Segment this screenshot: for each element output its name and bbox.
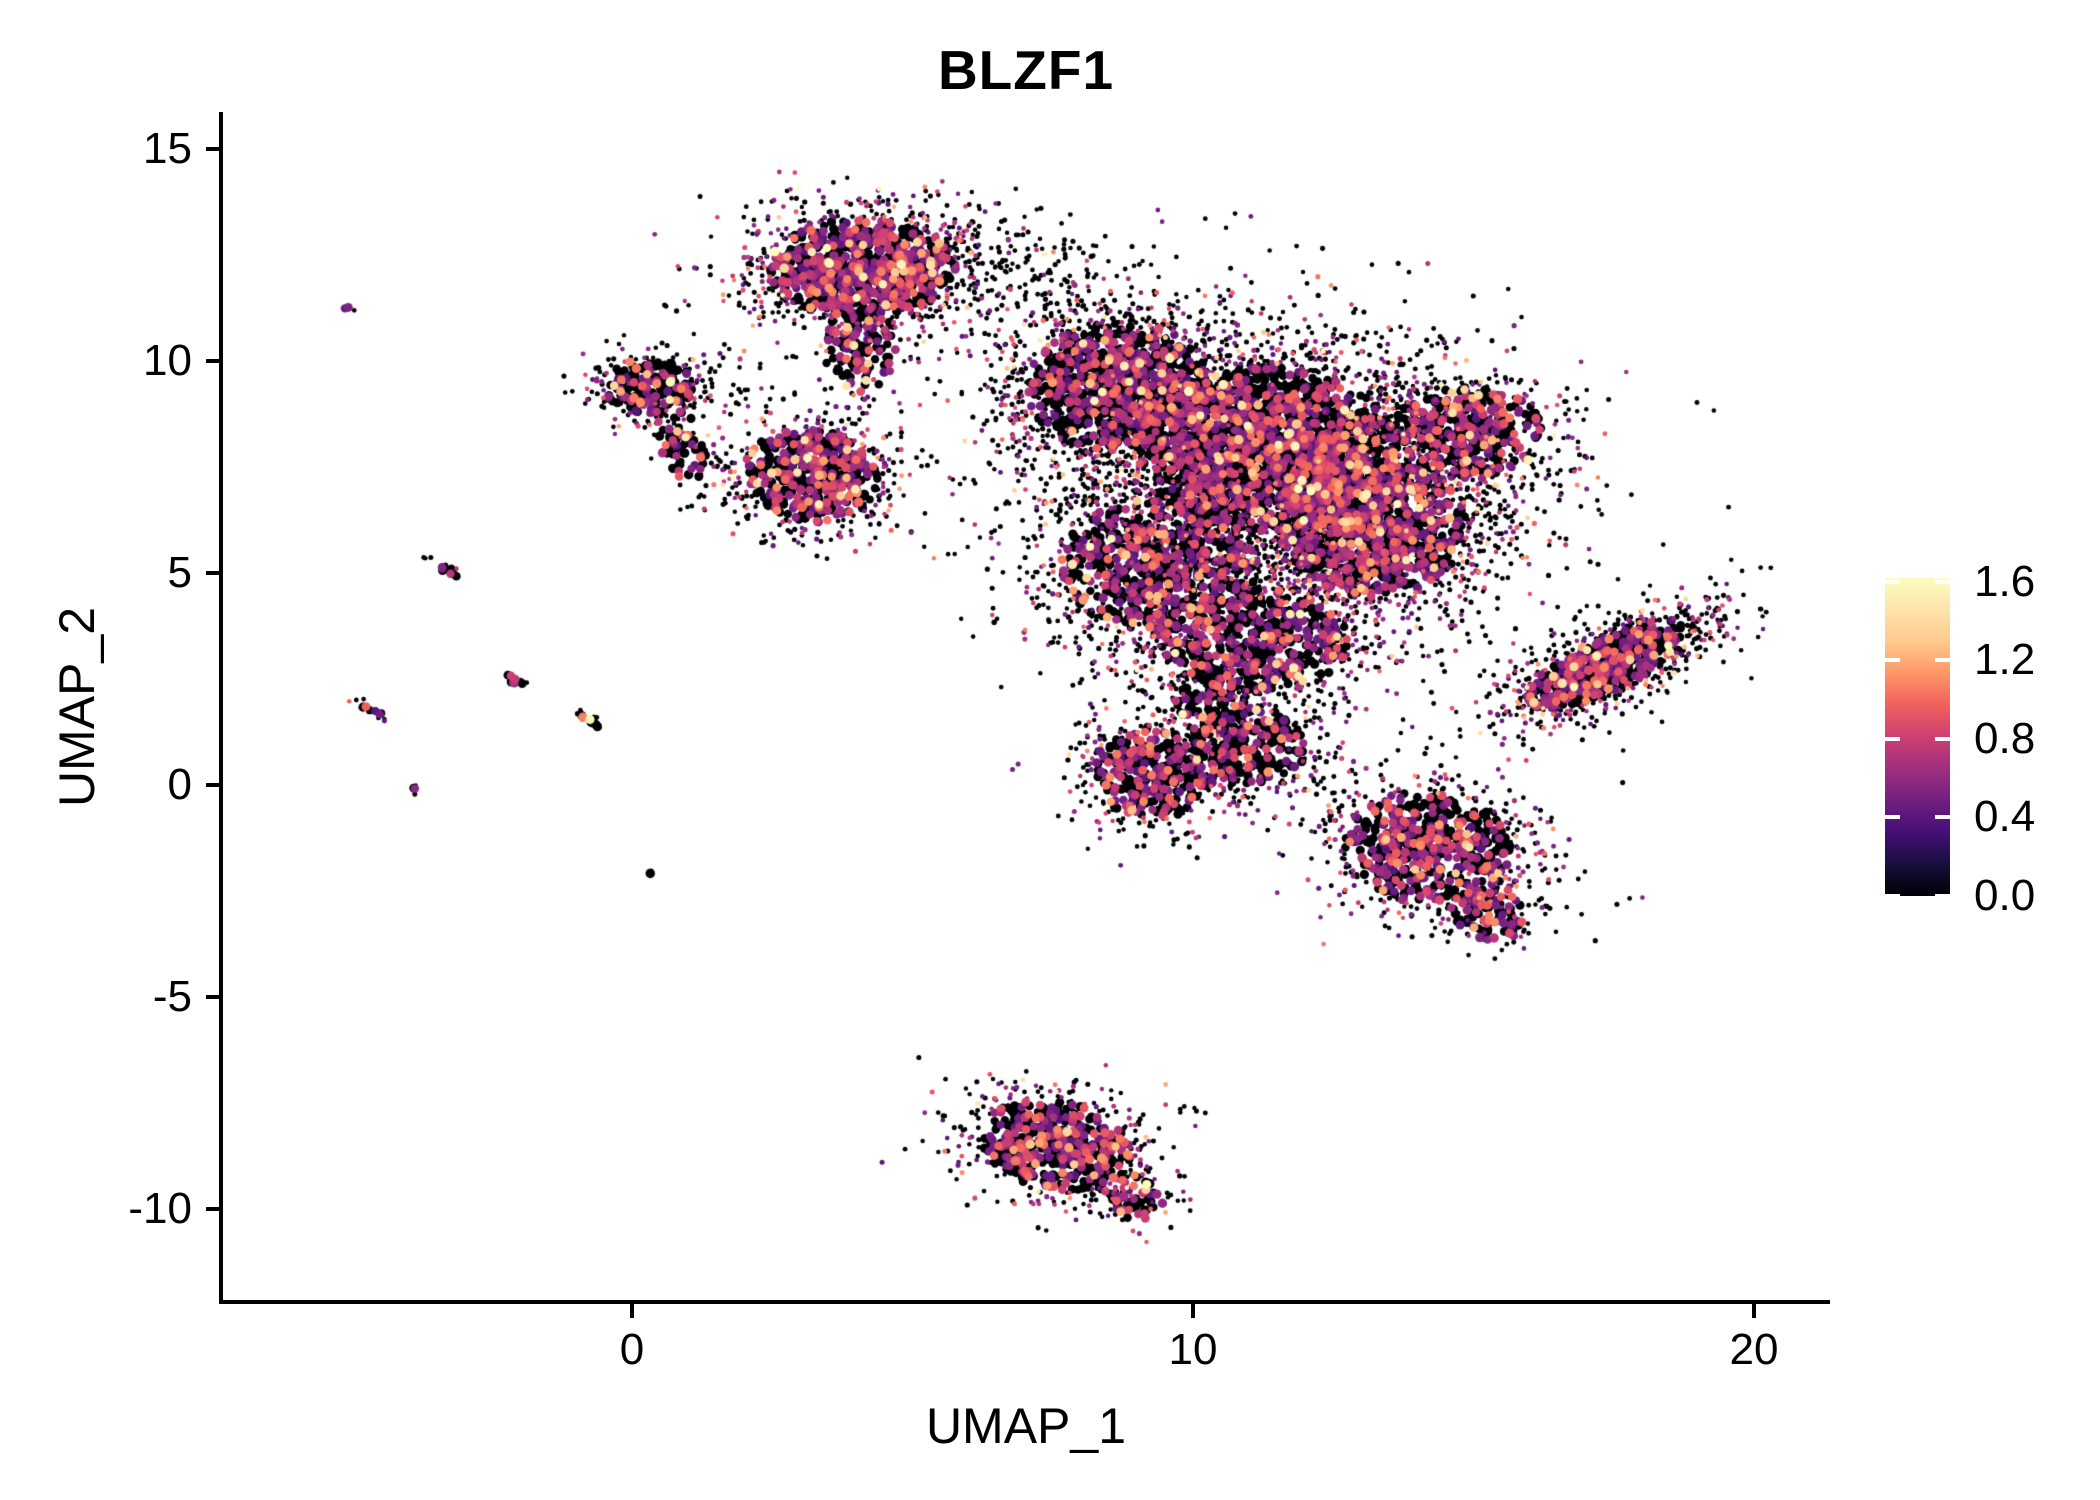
x-tick-label: 20 bbox=[1729, 1325, 1779, 1374]
legend-tick bbox=[1885, 894, 1900, 898]
y-tick-label: -10 bbox=[128, 1184, 192, 1233]
y-tick bbox=[206, 571, 220, 575]
y-tick bbox=[206, 995, 220, 999]
x-tick bbox=[1752, 1304, 1756, 1318]
y-tick-label: 0 bbox=[167, 760, 192, 809]
legend-tick-label: 1.6 bbox=[1974, 556, 2036, 606]
y-tick bbox=[206, 147, 220, 151]
legend-tick bbox=[1935, 736, 1950, 741]
legend-tick bbox=[1885, 579, 1900, 584]
x-axis-line bbox=[219, 1300, 1830, 1304]
legend-tick bbox=[1935, 579, 1950, 584]
y-tick bbox=[206, 359, 220, 363]
legend-tick bbox=[1935, 894, 1950, 898]
y-tick-label: 10 bbox=[143, 336, 192, 385]
legend-tick bbox=[1935, 658, 1950, 663]
x-axis-label: UMAP_1 bbox=[925, 1398, 1127, 1454]
legend-tick bbox=[1935, 815, 1950, 820]
legend-tick bbox=[1885, 658, 1900, 663]
plot-title: BLZF1 bbox=[937, 39, 1115, 101]
x-tick bbox=[630, 1304, 634, 1318]
x-tick bbox=[1191, 1304, 1195, 1318]
y-tick bbox=[206, 1207, 220, 1211]
y-tick-label: 15 bbox=[143, 124, 192, 173]
y-axis-line bbox=[219, 112, 223, 1304]
legend-tick bbox=[1885, 736, 1900, 741]
legend-tick-label: 0.0 bbox=[1974, 871, 2036, 920]
y-tick bbox=[206, 783, 220, 787]
y-tick-label: 5 bbox=[167, 548, 192, 597]
x-tick-label: 10 bbox=[1168, 1325, 1218, 1374]
y-axis-label: UMAP_2 bbox=[49, 606, 105, 808]
y-tick-label: -5 bbox=[152, 972, 192, 1021]
legend-tick-label: 0.8 bbox=[1974, 713, 2036, 763]
legend-tick bbox=[1885, 815, 1900, 820]
legend-tick-label: 0.4 bbox=[1974, 792, 2036, 842]
x-tick-label: 0 bbox=[619, 1325, 645, 1374]
legend-tick-label: 1.2 bbox=[1974, 635, 2036, 685]
